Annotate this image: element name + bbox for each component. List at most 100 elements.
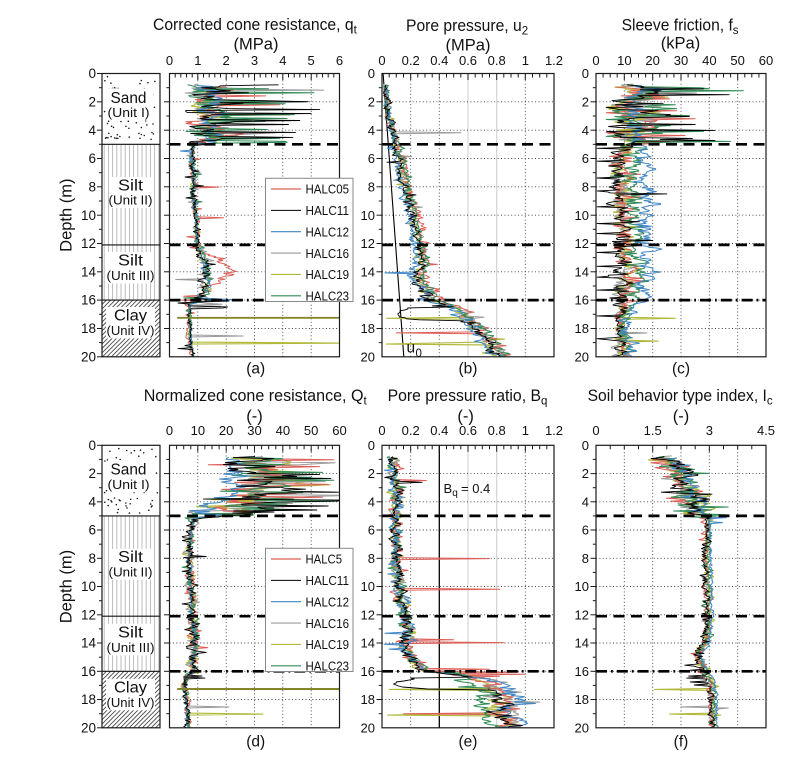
svg-text:12: 12 [575, 236, 589, 251]
svg-text:40: 40 [276, 423, 290, 438]
svg-text:14: 14 [81, 264, 97, 279]
svg-text:10: 10 [361, 208, 375, 223]
svg-text:2: 2 [582, 466, 589, 481]
svg-text:30: 30 [674, 53, 688, 68]
svg-text:0.2: 0.2 [402, 423, 420, 438]
svg-text:(f): (f) [674, 734, 689, 751]
svg-text:14: 14 [81, 636, 97, 651]
svg-text:10: 10 [575, 208, 589, 223]
svg-text:0: 0 [166, 423, 173, 438]
svg-text:0.2: 0.2 [402, 53, 420, 68]
svg-text:1.5: 1.5 [644, 423, 662, 438]
svg-text:HALC16: HALC16 [306, 246, 350, 261]
svg-text:0: 0 [592, 53, 599, 68]
svg-text:Sleeve friction, f: Sleeve friction, f [622, 16, 733, 35]
svg-text:20: 20 [219, 423, 233, 438]
svg-text:4: 4 [279, 53, 286, 68]
svg-text:0: 0 [582, 66, 589, 81]
svg-text:18: 18 [81, 321, 96, 336]
svg-text:HALC11: HALC11 [306, 573, 350, 588]
svg-text:HALC19: HALC19 [306, 637, 350, 652]
svg-text:(MPa): (MPa) [234, 36, 279, 54]
svg-text:12: 12 [81, 236, 96, 251]
svg-text:12: 12 [361, 607, 375, 622]
svg-text:2: 2 [368, 94, 375, 109]
svg-text:q: q [541, 395, 547, 407]
svg-text:8: 8 [368, 179, 375, 194]
svg-text:18: 18 [361, 321, 375, 336]
svg-text:2: 2 [223, 53, 230, 68]
svg-text:(c): (c) [672, 361, 690, 378]
svg-text:u: u [407, 340, 416, 357]
svg-text:(Unit II): (Unit II) [109, 193, 153, 208]
svg-text:(-): (-) [673, 408, 689, 426]
svg-text:10: 10 [191, 423, 205, 438]
svg-text:6: 6 [368, 151, 375, 166]
svg-text:HALC11: HALC11 [306, 203, 350, 218]
svg-text:60: 60 [759, 53, 773, 68]
svg-text:HALC05: HALC05 [306, 182, 350, 197]
svg-text:1: 1 [522, 53, 529, 68]
svg-text:14: 14 [361, 264, 375, 279]
svg-text:4: 4 [88, 494, 96, 509]
svg-text:s: s [733, 25, 739, 37]
svg-text:Soil behavior type index, I: Soil behavior type index, I [588, 386, 767, 405]
svg-text:Pore pressure ratio, B: Pore pressure ratio, B [388, 386, 541, 405]
svg-text:5: 5 [308, 53, 315, 68]
svg-text:0.4: 0.4 [430, 423, 448, 438]
svg-text:8: 8 [582, 551, 589, 566]
svg-text:18: 18 [361, 692, 375, 707]
svg-text:18: 18 [81, 692, 96, 707]
svg-text:8: 8 [88, 179, 96, 194]
svg-text:(-): (-) [246, 408, 262, 426]
svg-text:HALC5: HALC5 [306, 552, 343, 567]
svg-text:(kPa): (kPa) [661, 35, 700, 53]
svg-text:6: 6 [368, 523, 375, 538]
svg-text:(-): (-) [457, 408, 473, 426]
svg-text:0: 0 [416, 348, 422, 360]
svg-text:0: 0 [368, 438, 375, 453]
svg-text:6: 6 [582, 523, 589, 538]
svg-text:0.8: 0.8 [488, 423, 506, 438]
svg-text:0: 0 [592, 423, 599, 438]
svg-text:(Unit IV): (Unit IV) [107, 323, 155, 338]
svg-text:1: 1 [522, 423, 529, 438]
svg-text:10: 10 [575, 579, 589, 594]
svg-text:10: 10 [361, 579, 375, 594]
svg-text:16: 16 [81, 664, 96, 679]
svg-text:2: 2 [368, 466, 375, 481]
svg-text:q: q [452, 488, 458, 499]
svg-text:4: 4 [582, 123, 589, 138]
svg-text:(Unit IV): (Unit IV) [107, 695, 155, 710]
svg-text:HALC12: HALC12 [306, 594, 350, 609]
svg-text:0: 0 [378, 423, 385, 438]
svg-text:16: 16 [81, 293, 96, 308]
svg-text:16: 16 [575, 293, 589, 308]
svg-text:20: 20 [81, 720, 96, 735]
svg-text:4: 4 [368, 494, 375, 509]
svg-text:4: 4 [582, 494, 589, 509]
svg-text:(MPa): (MPa) [446, 37, 491, 55]
svg-text:20: 20 [575, 349, 589, 364]
svg-text:HALC19: HALC19 [306, 267, 350, 282]
svg-text:0.6: 0.6 [459, 53, 477, 68]
svg-text:6: 6 [582, 151, 589, 166]
svg-text:6: 6 [336, 53, 343, 68]
svg-text:14: 14 [575, 264, 589, 279]
svg-text:18: 18 [575, 321, 589, 336]
svg-text:16: 16 [361, 664, 375, 679]
svg-text:(Unit I): (Unit I) [108, 477, 150, 492]
svg-text:(b): (b) [459, 361, 478, 378]
svg-text:0: 0 [368, 66, 375, 81]
svg-text:16: 16 [575, 664, 589, 679]
svg-text:Normalized cone resistance, Q: Normalized cone resistance, Q [144, 386, 364, 405]
svg-text:HALC23: HALC23 [306, 659, 350, 674]
svg-text:4: 4 [88, 123, 96, 138]
svg-text:1.2: 1.2 [545, 423, 563, 438]
svg-text:2: 2 [88, 94, 96, 109]
svg-text:1.2: 1.2 [545, 53, 563, 68]
svg-text:3: 3 [251, 53, 258, 68]
svg-text:12: 12 [575, 607, 589, 622]
svg-text:Depth (m): Depth (m) [58, 550, 76, 623]
svg-text:20: 20 [361, 349, 375, 364]
